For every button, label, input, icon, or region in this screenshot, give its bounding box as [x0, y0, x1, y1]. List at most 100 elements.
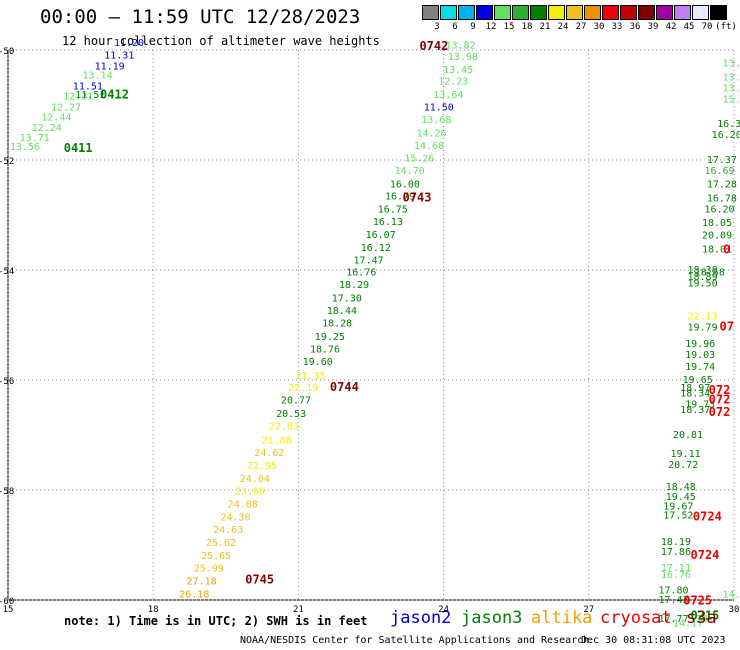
wave-height-point: 19.11 [671, 449, 701, 460]
wave-height-point: 24.62 [254, 448, 284, 459]
color-scale-label: 70 [701, 22, 713, 32]
time-annotation: 072 [709, 405, 731, 419]
wave-height-point: 25.62 [206, 538, 236, 549]
wave-height-point: 18.38 [687, 265, 717, 276]
time-annotation: 0742 [419, 39, 448, 53]
wave-height-point: 18.89 [687, 272, 717, 283]
x-tick-label: 15 [3, 605, 14, 615]
wave-height-point: 22.95 [247, 461, 277, 472]
color-scale-label: 45 [683, 22, 695, 32]
wave-height-point: 16.3 [717, 119, 740, 130]
wave-height-point: 13.82 [445, 40, 475, 51]
color-scale-swatch [638, 5, 655, 20]
color-scale-label: 27 [575, 22, 587, 32]
color-scale-bar [422, 5, 728, 20]
y-tick-label: -60 [0, 597, 14, 607]
footer-timestamp: Dec 30 08:31:08 UTC 2023 [581, 635, 726, 646]
color-scale-swatch [656, 5, 673, 20]
wave-height-point: 13.56 [10, 142, 40, 153]
color-scale-swatch [602, 5, 619, 20]
wave-height-point: 18.05 [702, 218, 732, 229]
wave-height-point: 19.73 [685, 400, 715, 411]
wave-height-point: 17.86 [661, 547, 691, 558]
wave-height-point: 13. [723, 83, 740, 94]
color-scale-swatch [674, 5, 691, 20]
wave-height-point: 18.29 [339, 280, 369, 291]
x-tick-label: 21 [293, 605, 304, 615]
page-title: 00:00 — 11:59 UTC 12/28/2023 [40, 6, 361, 28]
wave-height-point: 19.45 [666, 492, 696, 503]
wave-height-point: 27.18 [187, 577, 217, 588]
wave-height-point: 22.83 [269, 422, 299, 433]
color-scale-swatch [620, 5, 637, 20]
wave-height-point: 16.07 [366, 230, 396, 241]
time-annotation: 0411 [64, 141, 93, 155]
wave-height-point: 13. [723, 59, 740, 70]
wave-height-point: 18.76 [310, 345, 340, 356]
wave-height-point: 16.00 [390, 180, 420, 191]
wave-height-point: 12.21 [63, 92, 93, 103]
wave-height-point: 21.88 [262, 435, 292, 446]
color-scale-swatch [692, 5, 709, 20]
wave-height-point: 18.19 [661, 537, 691, 548]
satellite-legend-s3a: s3a [686, 608, 717, 628]
color-scale-label: 12 [485, 22, 497, 32]
wave-height-point: 19.60 [303, 357, 333, 368]
wave-height-point: 20.77 [281, 396, 311, 407]
y-tick-label: -56 [0, 377, 14, 387]
wave-height-point: 23.66 [235, 486, 265, 497]
wave-height-point: 18.34 [680, 389, 710, 400]
wave-height-point: 19.25 [315, 332, 345, 343]
wave-height-point: 14.70 [395, 166, 425, 177]
wave-height-point: 16.78 [707, 193, 737, 204]
satellite-legend-jason3: jason3 [461, 608, 523, 628]
wave-height-point: 14. [723, 589, 740, 600]
color-scale-swatch [458, 5, 475, 20]
color-scale-label: 39 [647, 22, 659, 32]
wave-height-point: 15.26 [404, 154, 434, 165]
wave-height-point: 24.63 [213, 525, 243, 536]
wave-height-point: 11.51 [75, 90, 105, 101]
wave-height-point: 17.37 [707, 155, 737, 166]
time-annotation: 072 [709, 393, 731, 407]
wave-height-point: 17.80 [658, 585, 688, 596]
wave-height-point: 13.45 [443, 65, 473, 76]
wave-height-point: 16.13 [373, 217, 403, 228]
wave-height-point: 14.68 [414, 141, 444, 152]
wave-height-point: 15. [723, 94, 740, 105]
wave-height-point: 17.47 [354, 255, 384, 266]
page-subtitle: 12 hour collection of altimeter wave hei… [62, 34, 380, 48]
satellite-legend-altika: altika [531, 608, 593, 628]
wave-height-point: 16.79 [385, 192, 415, 203]
wave-height-point: 16.12 [361, 243, 391, 254]
wave-height-point: 16.76 [661, 570, 691, 581]
color-scale-swatch [530, 5, 547, 20]
wave-height-point: 19.74 [685, 362, 715, 373]
time-annotation: 072 [709, 383, 731, 397]
color-scale-label: 24 [557, 22, 569, 32]
wave-height-point: 14.26 [416, 128, 446, 139]
wave-height-point: 17.11 [661, 563, 691, 574]
y-tick-label: -58 [0, 487, 14, 497]
color-scale-label: 15 [503, 22, 515, 32]
wave-height-point: 13.64 [433, 90, 463, 101]
color-scale-label: 3 [434, 22, 440, 32]
wave-height-point: 24.08 [228, 500, 258, 511]
wave-height-point: 11.20 [114, 38, 144, 49]
wave-height-point: 14. [696, 614, 714, 625]
time-annotation: 0745 [245, 573, 274, 587]
wave-height-point: 19.67 [663, 501, 693, 512]
time-annotation: 0 [723, 243, 730, 257]
satellite-legend-cryosat: cryosat [600, 608, 672, 628]
color-scale-label: 21 [539, 22, 551, 32]
wave-height-point: 17.77 [658, 614, 688, 625]
wave-height-point: 24.04 [240, 474, 270, 485]
time-annotation: 0215 [691, 608, 720, 622]
color-scale-swatch [476, 5, 493, 20]
wave-height-point: 16.69 [704, 166, 734, 177]
color-scale-swatch [422, 5, 439, 20]
wave-height-point: 22.13 [687, 312, 717, 323]
wave-height-point: 24.30 [220, 512, 250, 523]
wave-height-point: 16.20 [704, 204, 734, 215]
wave-height-point: 12.24 [32, 123, 62, 134]
